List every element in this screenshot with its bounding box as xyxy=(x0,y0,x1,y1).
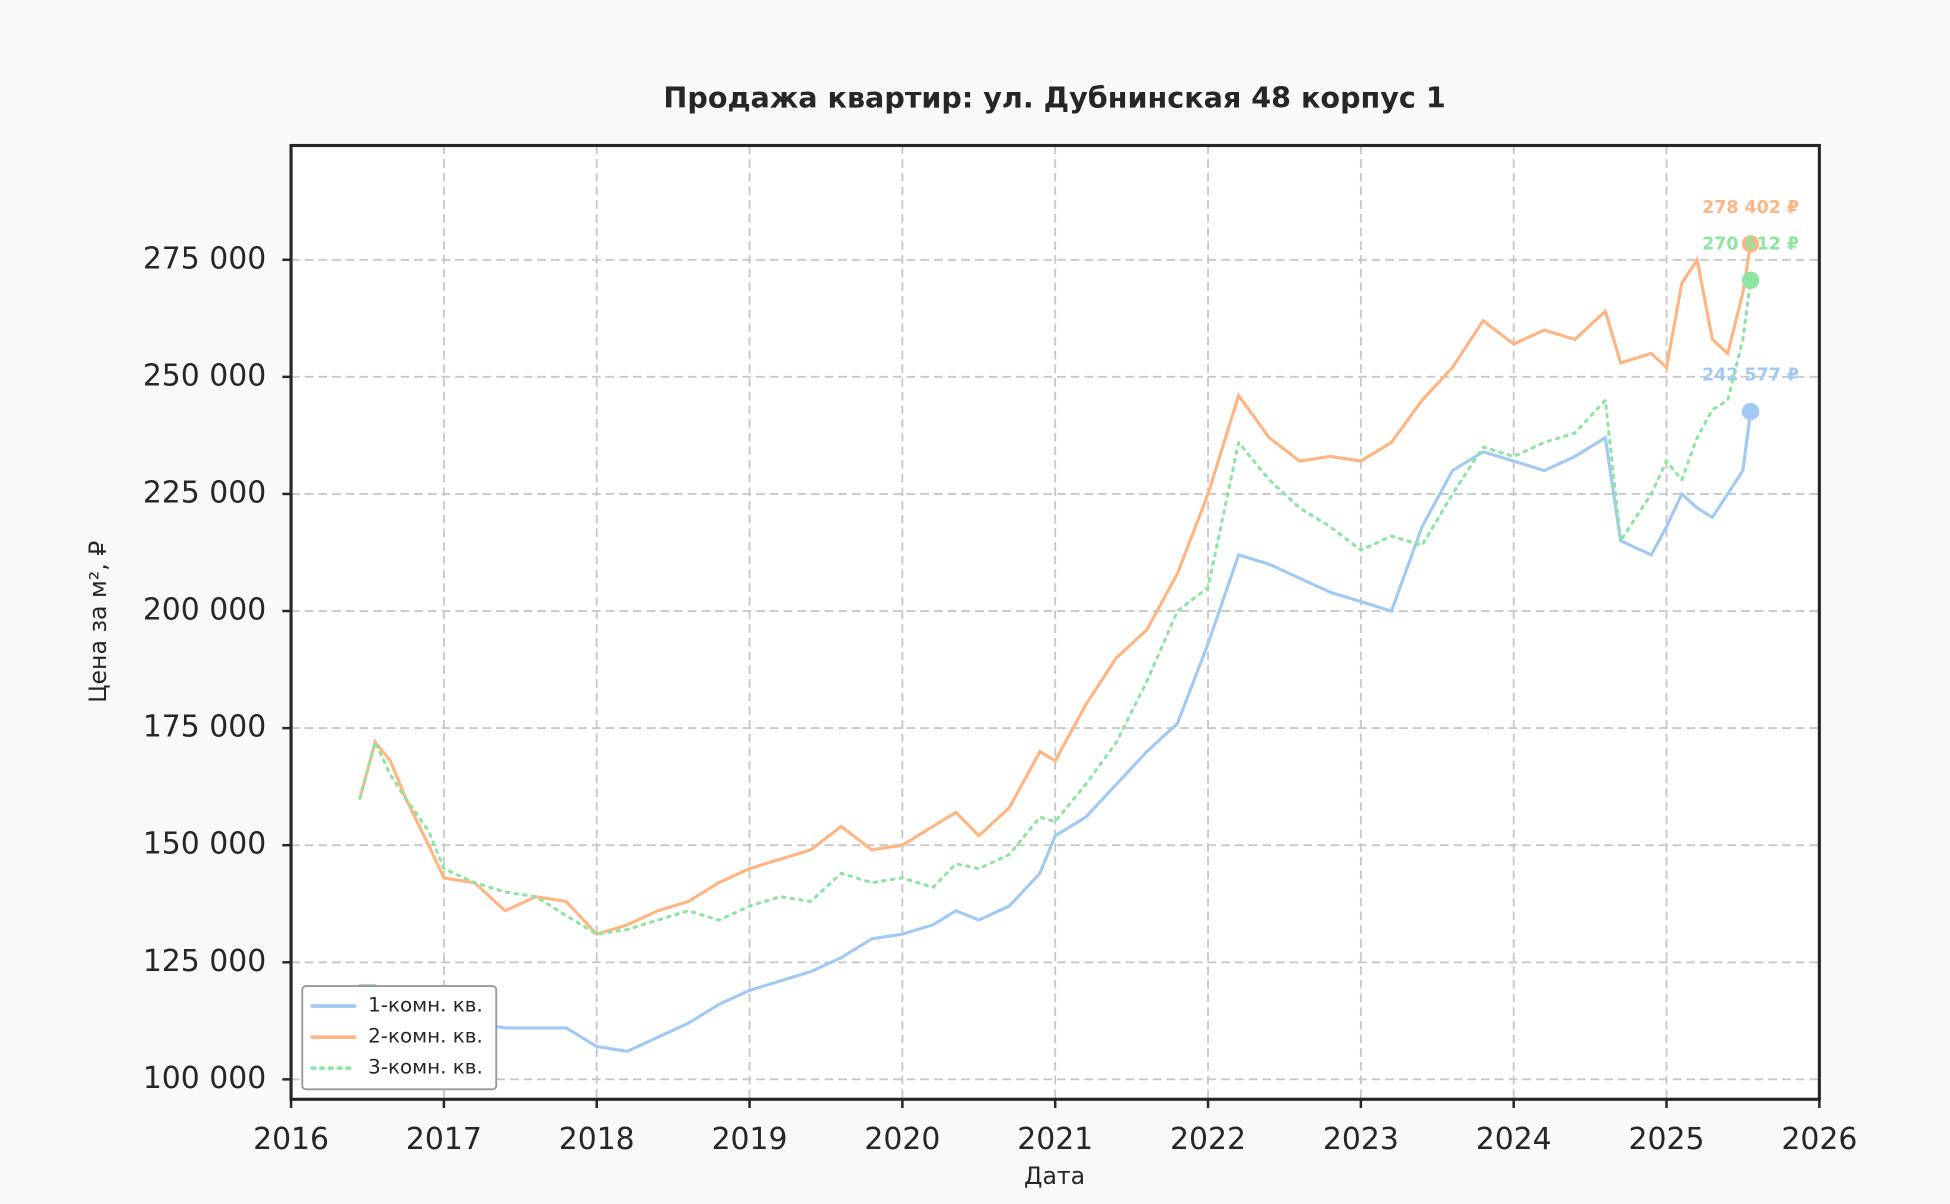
series-line xyxy=(358,278,1753,936)
legend: 1-комн. кв. 2-комн. кв. 3-комн. кв. xyxy=(301,985,498,1091)
y-tick-label: 125 000 xyxy=(143,944,266,979)
end-point xyxy=(1741,235,1760,253)
end-point xyxy=(1741,402,1760,421)
x-tick-label: 2021 xyxy=(1017,1122,1093,1157)
y-tick-label: 100 000 xyxy=(143,1061,266,1096)
y-tick-label: 200 000 xyxy=(143,593,266,628)
x-tick-label: 2023 xyxy=(1323,1122,1399,1157)
y-axis-label: Цена за м², ₽ xyxy=(84,541,112,703)
plot-frame xyxy=(289,143,1821,1101)
x-tick-label: 2017 xyxy=(406,1122,482,1157)
y-tick-label: 150 000 xyxy=(143,827,266,862)
x-tick-label: 2016 xyxy=(253,1122,329,1157)
x-tick-label: 2026 xyxy=(1781,1122,1857,1157)
x-tick-label: 2018 xyxy=(559,1122,635,1157)
end-label: 270 612 ₽ xyxy=(1702,234,1799,254)
end-point xyxy=(1741,271,1760,290)
x-tick-label: 2025 xyxy=(1629,1122,1705,1157)
y-tick-label: 275 000 xyxy=(143,241,266,276)
legend-box xyxy=(301,985,498,1091)
y-tick-label: 225 000 xyxy=(143,475,266,510)
x-tick-label: 2024 xyxy=(1476,1122,1552,1157)
x-tick-label: 2022 xyxy=(1170,1122,1246,1157)
chart-title: Продажа квартир: ул. Дубнинская 48 корпу… xyxy=(663,80,1445,114)
x-axis-label: Дата xyxy=(1024,1162,1085,1190)
y-tick-label: 250 000 xyxy=(143,358,266,393)
end-label: 242 577 ₽ xyxy=(1702,366,1799,386)
end-label: 278 402 ₽ xyxy=(1702,198,1799,218)
series-line xyxy=(358,410,1753,1053)
y-tick-label: 175 000 xyxy=(143,710,266,745)
legend-label: 2-комн. кв. xyxy=(368,1025,483,1048)
legend-label: 3-комн. кв. xyxy=(368,1056,483,1079)
x-tick-label: 2020 xyxy=(864,1122,940,1157)
legend-label: 1-комн. кв. xyxy=(368,994,483,1017)
x-tick-label: 2019 xyxy=(712,1122,788,1157)
series-line xyxy=(358,242,1753,936)
